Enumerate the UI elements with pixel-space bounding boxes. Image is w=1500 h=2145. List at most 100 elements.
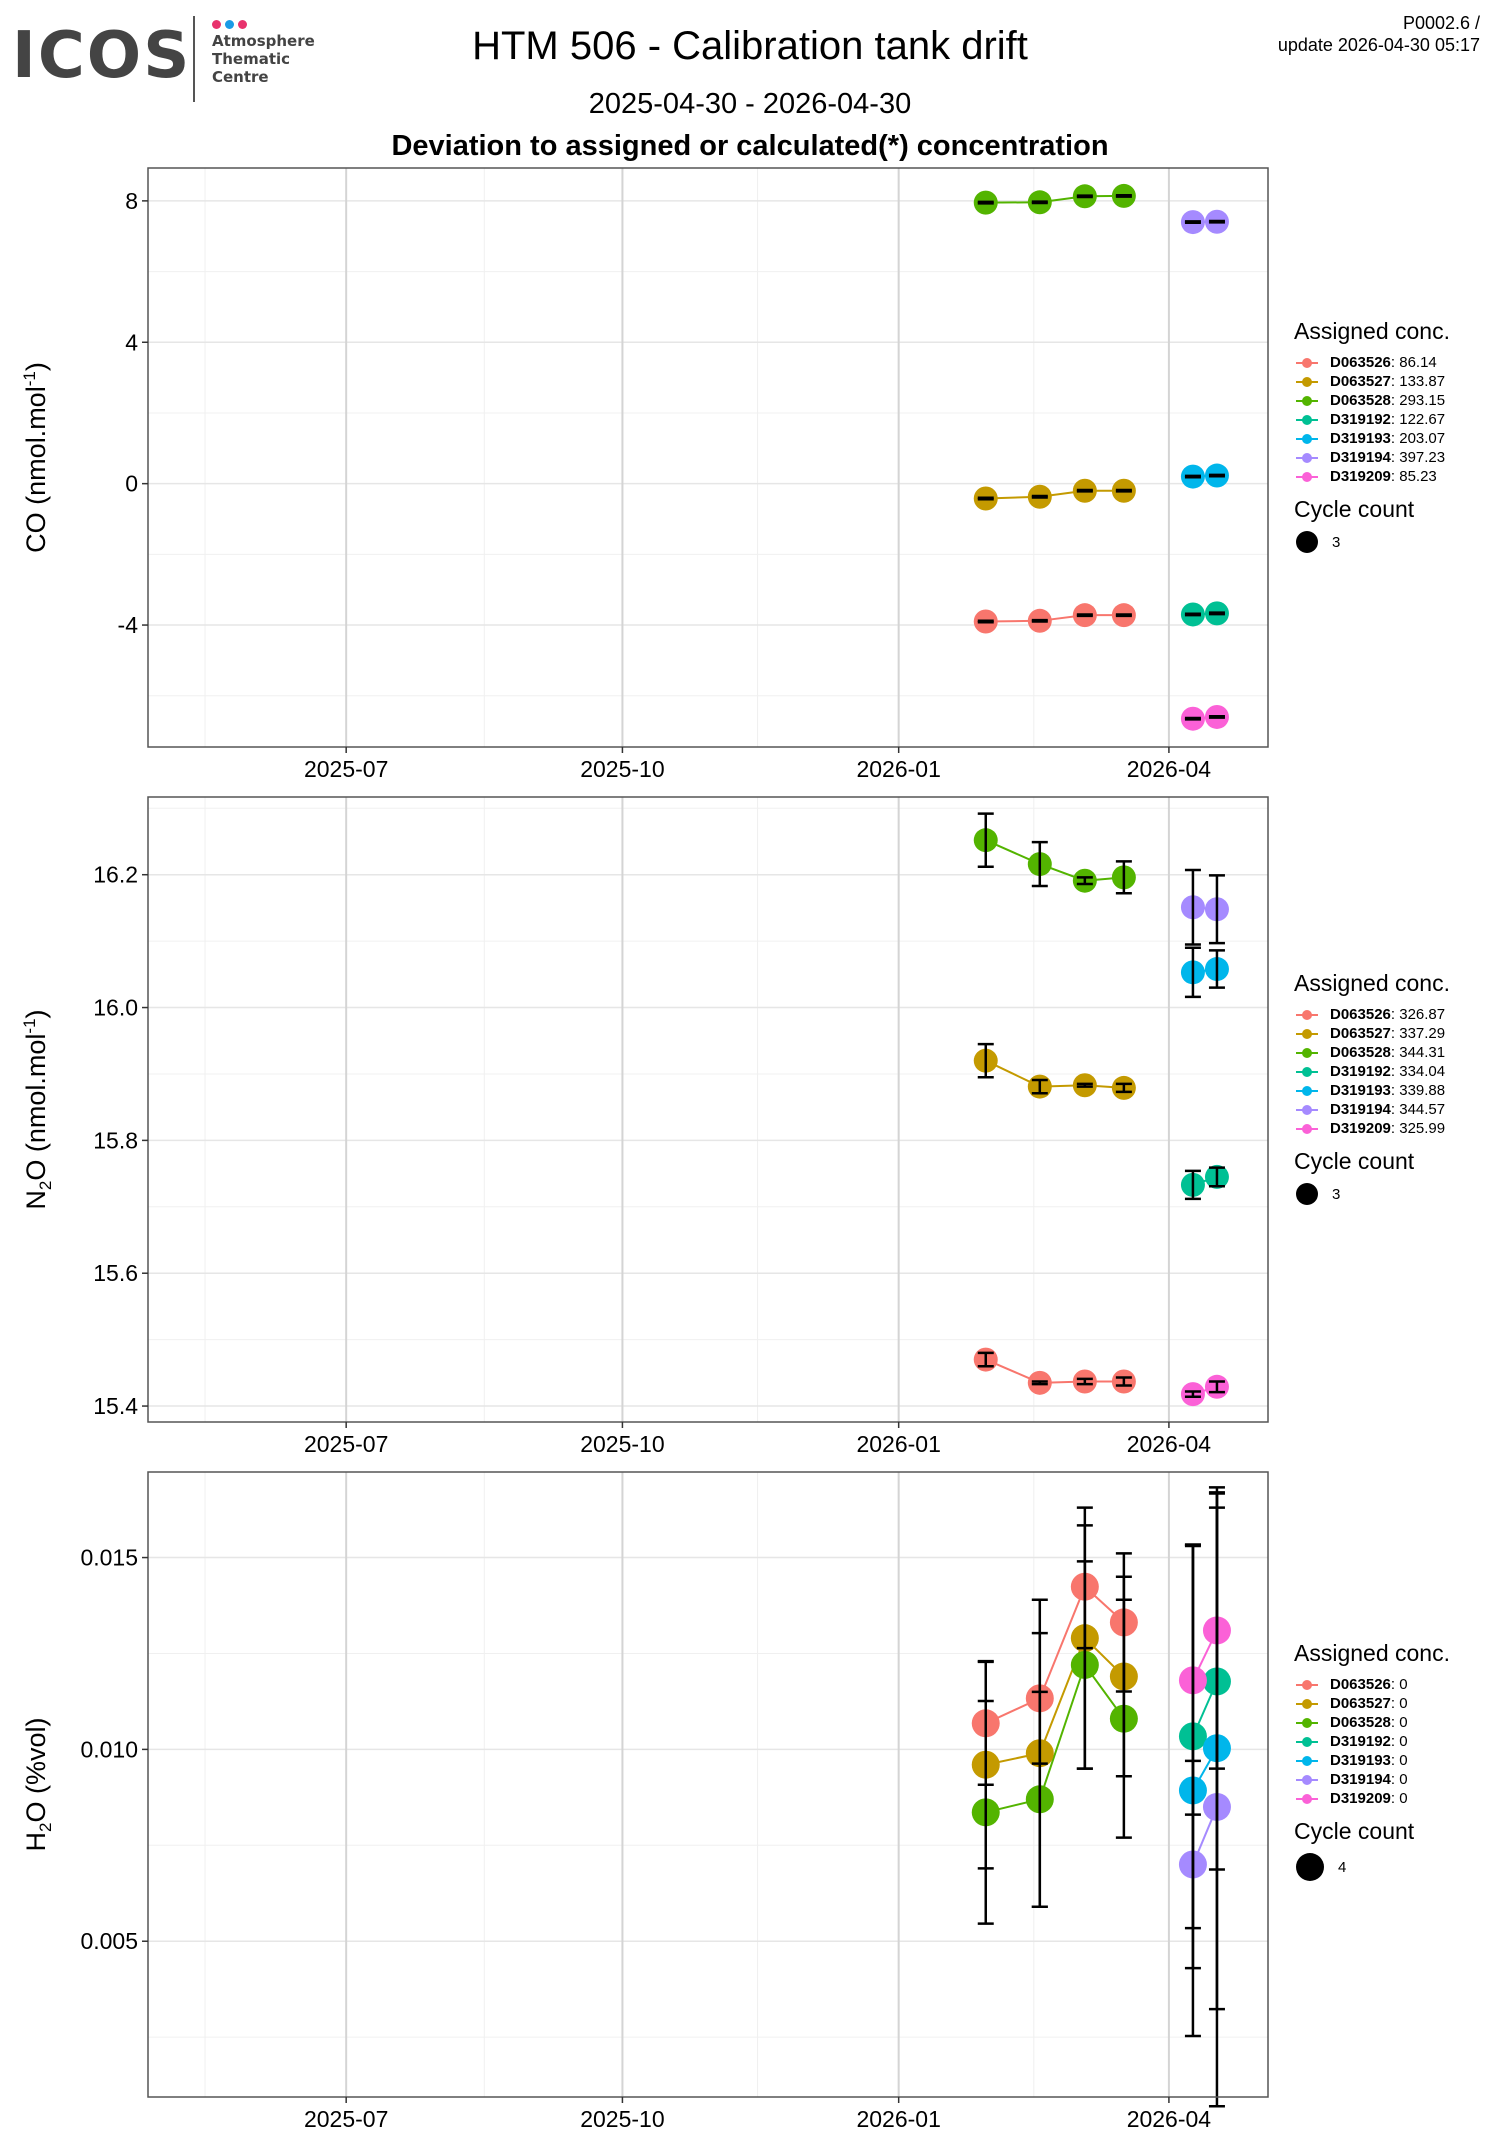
logo-wordmark: ICOS [12, 19, 192, 93]
y-label-species: N [21, 1190, 51, 1210]
legend-tank-value: : 0 [1390, 1790, 1408, 1807]
update-timestamp: update 2026-04-30 05:17 [1277, 35, 1480, 55]
y-tick-label: 4 [125, 329, 138, 355]
logo-line: Atmosphere [212, 32, 315, 50]
legend-tank-id: D319209 [1330, 1120, 1391, 1137]
legend-tank-id: D319192 [1330, 411, 1391, 428]
y-label-species: CO [21, 512, 51, 553]
legend-tank-id: D063528 [1330, 1714, 1391, 1731]
legend-size-dot-icon [1296, 1853, 1324, 1881]
legend-item: D063526: 0 [1294, 1675, 1450, 1694]
y-tick-label: 16.2 [93, 862, 138, 888]
legend-key-dot [1302, 1029, 1312, 1039]
legend-item: D319192: 0 [1294, 1732, 1450, 1751]
legend-size-title: Cycle count [1294, 1818, 1415, 1844]
legend-tank-value: : 86.14 [1390, 354, 1437, 371]
legend-size-dot-icon [1296, 1183, 1318, 1205]
legend-key-dot [1302, 1124, 1312, 1134]
legend-tank-value: : 334.04 [1390, 1063, 1446, 1080]
legend-key-dot [1302, 358, 1312, 368]
legend-size-value: 3 [1332, 533, 1341, 551]
y-label-subscript: 2 [36, 1181, 55, 1190]
series-line-D063527 [985, 1636, 1125, 1766]
plot-border [147, 796, 1269, 1423]
legend-tank-value: : 337.29 [1390, 1025, 1446, 1042]
legend-tank-value: : 203.07 [1390, 430, 1446, 447]
y-tick-label: 0 [125, 471, 138, 497]
legend-tank-id: D063527 [1330, 373, 1391, 390]
legend-tank-id: D063526 [1330, 1006, 1391, 1023]
legend-key-dot [1302, 453, 1312, 463]
plot-background [148, 168, 1268, 747]
series-line-D063528 [985, 1662, 1125, 1814]
legend-tank-id: D063527 [1330, 1695, 1391, 1712]
y-label-close: ) [21, 362, 51, 371]
legend-key-icon [1294, 1694, 1320, 1713]
y-label-superscript: -1 [20, 371, 39, 386]
legend-tank-id: D063527 [1330, 1025, 1391, 1042]
legend-tank-id: D319209 [1330, 1790, 1391, 1807]
y-tick-label: 15.8 [93, 1127, 138, 1153]
legend-item: D063526: 86.14 [1294, 353, 1450, 372]
legend-tank-id: D319194 [1330, 449, 1391, 466]
legend-key-icon [1294, 410, 1320, 429]
panel-n2o: 16.2 16.0 15.8 15.6 15.4 2025-07 2025-10 2026-0… [20, 796, 1269, 1457]
legend-size-value: 4 [1338, 1858, 1347, 1876]
y-axis-label: H2O (%vol) [21, 1718, 55, 1852]
legend-title: Assigned conc. [1294, 318, 1450, 344]
legend-item: D319209: 0 [1294, 1789, 1450, 1808]
legend-title: Assigned conc. [1294, 970, 1450, 996]
x-tick-label: 2025-10 [580, 1431, 664, 1457]
legend-key-dot [1302, 415, 1312, 425]
logo-dot [212, 20, 221, 29]
page-title: HTM 506 - Calibration tank drift [472, 24, 1028, 68]
logo-dot [225, 20, 234, 29]
legend-key-dot [1302, 396, 1312, 406]
legend-tank-id: D319193 [1330, 1082, 1391, 1099]
y-label-unit: O (%vol) [21, 1718, 51, 1823]
legend-key-icon [1294, 1100, 1320, 1119]
legend-key-icon [1294, 467, 1320, 486]
legend-key-dot [1302, 1010, 1312, 1020]
logo-dots-icon [212, 16, 251, 34]
legend-key-icon [1294, 1119, 1320, 1138]
legend-item: D063528: 0 [1294, 1713, 1450, 1732]
legend-size-item: 3 [1294, 531, 1450, 553]
legend-item: D319192: 122.67 [1294, 410, 1450, 429]
legend-key-icon [1294, 1062, 1320, 1081]
x-tick-label: 2025-10 [580, 756, 664, 782]
legend-key-dot [1302, 1048, 1312, 1058]
legend-key-dot [1302, 1794, 1312, 1804]
legend-item: D063527: 133.87 [1294, 372, 1450, 391]
legend-item: D063528: 344.31 [1294, 1043, 1450, 1062]
y-tick-label: -4 [118, 612, 139, 638]
logo-line: Thematic [212, 50, 291, 68]
legend-size-title: Cycle count [1294, 496, 1415, 522]
legend-tank-id: D319193 [1330, 430, 1391, 447]
y-tick-label: 8 [125, 188, 138, 214]
legend-key-dot [1302, 1680, 1312, 1690]
legend-tank-value: : 344.31 [1390, 1044, 1446, 1061]
legend-h2o: Assigned conc. D063526: 0 D063527: 0 D06352… [1294, 1640, 1450, 1881]
version-label: P0002.6 / [1402, 13, 1480, 33]
y-axis-label: CO (nmol.mol-1) [20, 362, 51, 553]
legend-key-dot [1302, 1105, 1312, 1115]
legend-item: D063528: 293.15 [1294, 391, 1450, 410]
legend-tank-value: : 0 [1390, 1752, 1408, 1769]
legend-key-icon [1294, 391, 1320, 410]
legend-key-icon [1294, 1770, 1320, 1789]
legend-size-item: 3 [1294, 1183, 1450, 1205]
x-tick-label: 2026-04 [1127, 1431, 1212, 1457]
legend-item: D319194: 0 [1294, 1770, 1450, 1789]
x-tick-label: 2025-10 [580, 2106, 664, 2132]
legend-tank-id: D319194 [1330, 1101, 1391, 1118]
y-label-unit: (nmol.mol [21, 386, 51, 512]
plot-background [148, 797, 1268, 1422]
legend-item: D319209: 85.23 [1294, 467, 1450, 486]
legend-key-dot [1302, 1737, 1312, 1747]
panel-h2o: 0.015 0.010 0.005 2025-07 2025-10 2026-01 2026… [21, 1471, 1269, 2132]
legend-item: D319209: 325.99 [1294, 1119, 1450, 1138]
panel-co: 8 4 0 -4 2025-07 2025-10 2026-01 2026-04 CO (nmo… [20, 167, 1269, 782]
legend-size-item: 4 [1294, 1853, 1450, 1881]
legend-tank-value: : 133.87 [1390, 373, 1446, 390]
